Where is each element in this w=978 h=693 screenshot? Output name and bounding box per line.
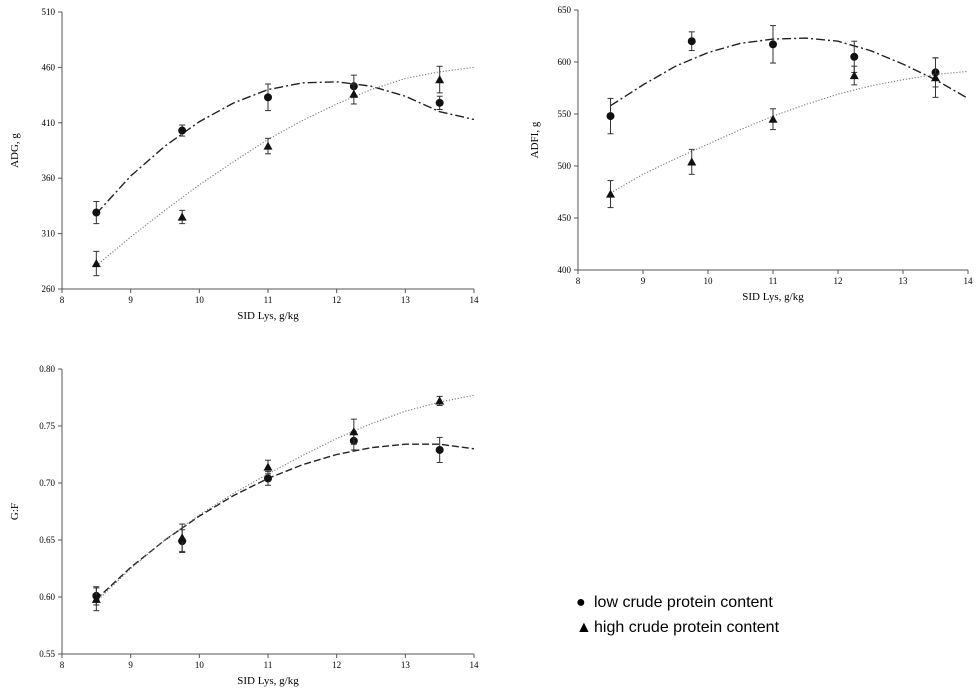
y-tick-label: 0.55 — [39, 649, 55, 659]
fit-curve-circle — [95, 81, 475, 215]
fit-curve-triangle — [95, 394, 475, 602]
data-point-triangle — [349, 89, 359, 98]
x-tick-label: 8 — [60, 295, 65, 305]
legend-item-low-cp: ● low crude protein content — [576, 590, 779, 615]
y-tick-label: 510 — [42, 7, 56, 17]
x-tick-label: 13 — [401, 660, 411, 670]
data-point-triangle — [263, 462, 273, 471]
x-tick-label: 14 — [470, 660, 480, 670]
legend-item-high-cp: ▲ high crude protein content — [576, 615, 779, 640]
y-tick-label: 0.70 — [39, 478, 55, 488]
data-point-triangle — [91, 259, 101, 268]
legend-triangle-symbol: ▲ — [576, 619, 592, 636]
data-point-triangle — [177, 533, 187, 542]
y-tick-label: 400 — [558, 265, 572, 275]
y-tick-label: 450 — [558, 213, 572, 223]
y-tick-label: 260 — [42, 284, 56, 294]
data-point-triangle — [849, 71, 859, 80]
fit-curve-triangle — [95, 66, 475, 267]
x-tick-label: 12 — [332, 660, 341, 670]
data-point-circle — [92, 208, 101, 217]
data-point-circle — [435, 445, 444, 454]
y-axis-label: ADG, g — [9, 133, 21, 168]
y-tick-label: 410 — [42, 118, 56, 128]
x-tick-label: 11 — [769, 276, 778, 286]
x-tick-label: 10 — [704, 276, 714, 286]
y-tick-label: 0.65 — [39, 535, 55, 545]
x-tick-label: 13 — [401, 295, 411, 305]
x-axis-label: SID Lys, g/kg — [237, 675, 299, 687]
x-tick-label: 9 — [641, 276, 646, 286]
data-point-triangle — [435, 396, 445, 405]
data-point-circle — [264, 474, 272, 483]
x-axis-label: SID Lys, g/kg — [237, 310, 299, 322]
y-tick-label: 0.60 — [39, 592, 55, 602]
data-point-triangle — [768, 114, 778, 123]
y-tick-label: 0.80 — [39, 364, 55, 374]
x-tick-label: 13 — [899, 276, 909, 286]
data-point-triangle — [263, 141, 273, 150]
x-tick-label: 14 — [964, 276, 974, 286]
x-tick-label: 10 — [195, 660, 205, 670]
y-tick-label: 460 — [42, 62, 56, 72]
chart-adg: 8 9 10 11 12 13 14 260 310 360 410 460 510 SID Lys, g… — [9, 7, 479, 322]
y-tick-label: 550 — [558, 109, 572, 119]
data-point-circle — [769, 40, 777, 49]
data-point-triangle — [687, 157, 697, 166]
data-point-circle — [264, 93, 272, 102]
x-axis-label: SID Lys, g/kg — [742, 291, 804, 303]
data-point-circle — [178, 126, 187, 135]
y-tick-label: 500 — [558, 161, 572, 171]
data-point-circle — [606, 112, 615, 121]
x-tick-label: 10 — [195, 295, 205, 305]
x-tick-label: 11 — [264, 295, 273, 305]
data-point-circle — [850, 52, 859, 61]
data-point-triangle — [606, 189, 615, 198]
fit-curve-circle — [95, 443, 475, 600]
y-tick-label: 650 — [558, 5, 572, 15]
x-tick-label: 8 — [576, 276, 581, 286]
chart-gf: 8 9 10 11 12 13 14 0.55 0.60 0.65 0.70 0.75 0.80 SID … — [9, 364, 479, 687]
data-point-triangle — [91, 594, 101, 603]
x-tick-label: 14 — [470, 295, 480, 305]
x-tick-label: 11 — [264, 660, 273, 670]
y-tick-label: 310 — [42, 229, 56, 239]
y-axis-label: G:F — [9, 503, 21, 520]
fit-curve-triangle — [610, 70, 969, 194]
data-point-circle — [435, 98, 444, 107]
legend: ● low crude protein content ▲ high crude p… — [576, 590, 779, 640]
y-tick-label: 600 — [558, 57, 572, 67]
fit-curve-circle — [610, 37, 969, 107]
data-point-triangle — [177, 212, 187, 221]
data-point-triangle — [349, 427, 359, 436]
y-tick-label: 0.75 — [39, 421, 55, 431]
legend-circle-symbol: ● — [576, 594, 586, 611]
x-tick-label: 9 — [128, 660, 133, 670]
x-tick-label: 8 — [60, 660, 65, 670]
legend-label: low crude protein content — [594, 594, 773, 611]
legend-label: high crude protein content — [594, 619, 780, 636]
y-tick-label: 360 — [42, 173, 56, 183]
y-axis-label: ADFI, g — [529, 121, 541, 158]
chart-adfi: 8 9 10 11 12 13 14 400 450 500 550 600 650 SID Lys, g… — [529, 5, 973, 303]
x-tick-label: 12 — [332, 295, 341, 305]
x-tick-label: 12 — [834, 276, 843, 286]
x-tick-label: 9 — [128, 295, 133, 305]
data-point-triangle — [435, 75, 445, 84]
data-point-circle — [687, 37, 696, 46]
data-point-triangle — [931, 73, 940, 82]
